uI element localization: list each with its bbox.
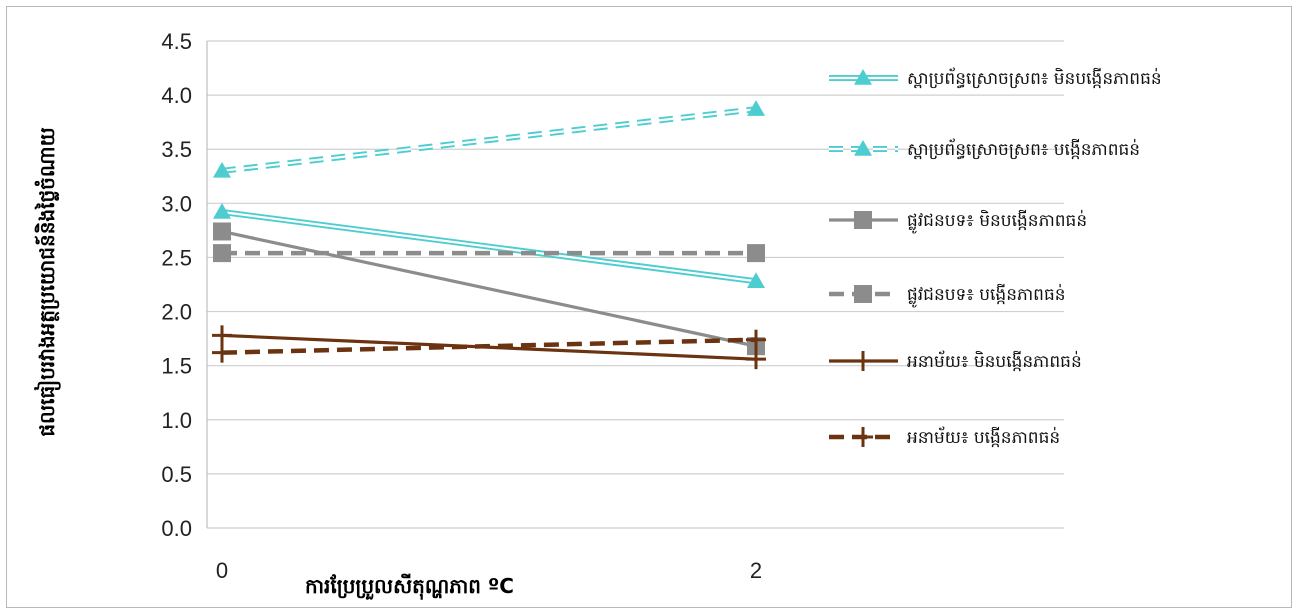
data-point — [746, 349, 766, 370]
y-tick-label: 1.5 — [161, 354, 192, 379]
series-line — [221, 229, 757, 348]
data-point — [213, 222, 231, 241]
data-point — [747, 244, 765, 263]
data-point — [746, 329, 766, 350]
series-line — [221, 337, 757, 355]
legend-item: ផ្លូវជនបទ៖ មិនបង្កើនភាពធន់ — [829, 209, 1087, 234]
legend-label: ស្ពាប្រព័ន្ធស្រោចស្រព៖ មិនបង្កើនភាពធន់ — [907, 67, 1162, 89]
x-tick-label: 2 — [750, 558, 762, 583]
legend-marker — [854, 69, 872, 85]
legend-marker — [853, 427, 873, 447]
gridlines — [206, 40, 1064, 529]
data-point — [212, 342, 232, 363]
x-axis-title: ការប្រែប្រួលសីតុណ្ហភាព ºC — [305, 573, 514, 600]
data-point — [213, 161, 231, 178]
y-tick-label: 4.5 — [161, 29, 192, 54]
legend-item: អនាម័យ៖ បង្កើនភាពធន់ — [829, 426, 1060, 448]
legend-marker — [853, 351, 873, 371]
series-lines — [212, 100, 766, 370]
y-tick-label: 0.5 — [161, 462, 192, 487]
y-tick-label: 3.5 — [161, 137, 192, 162]
y-tick-label: 4.0 — [161, 83, 192, 108]
legend-marker — [854, 285, 872, 303]
legend-item: ស្ពាប្រព័ន្ធស្រោចស្រព៖ មិនបង្កើនភាពធន់ — [829, 67, 1162, 89]
legend-label: អនាម័យ៖ មិនបង្កើនភាពធន់ — [907, 350, 1082, 372]
data-point — [747, 272, 765, 289]
legend-marker — [854, 140, 872, 156]
y-tick-labels: 0.0 0.5 1.0 1.5 2.0 2.5 3.0 3.5 4.0 4.5 — [161, 29, 192, 541]
legend-item: ផ្លូវជនបទ៖ បង្កើនភាពធន់ — [829, 283, 1066, 308]
chart-frame — [6, 6, 1292, 608]
data-point — [213, 202, 231, 219]
legend-label: ស្ពាប្រព័ន្ធស្រោចស្រព៖ បង្កើនភាពធន់ — [907, 138, 1140, 160]
y-tick-label: 3.0 — [161, 191, 192, 216]
y-tick-label: 1.0 — [161, 408, 192, 433]
series-line — [221, 209, 757, 285]
legend-item: ស្ពាប្រព័ន្ធស្រោចស្រព៖ បង្កើនភាពធន់ — [829, 138, 1140, 160]
y-tick-label: 2.0 — [161, 300, 192, 325]
y-tick-label: 0.0 — [161, 516, 192, 541]
legend-label: អនាម័យ៖ បង្កើនភាពធន់ — [907, 426, 1060, 448]
data-point — [747, 100, 765, 116]
x-tick-label: 0 — [216, 558, 228, 583]
y-axis-title: ផលធៀបរវាងអត្ថប្រយោជន៍និងថ្លៃចំណាយ — [34, 127, 61, 436]
legend-item: អនាម័យ៖ មិនបង្កើនភាពធន់ — [829, 350, 1082, 372]
legend-label: ផ្លូវជនបទ៖ មិនបង្កើនភាពធន់ — [907, 209, 1087, 234]
legend: ស្ពាប្រព័ន្ធស្រោចស្រព៖ មិនបង្កើនភាពធន់ស្… — [829, 67, 1162, 448]
data-point — [213, 244, 231, 263]
legend-label: ផ្លូវជនបទ៖ បង្កើនភាពធន់ — [907, 283, 1066, 308]
data-point — [212, 325, 232, 346]
series-line — [221, 106, 757, 174]
legend-marker — [854, 211, 872, 229]
y-tick-label: 2.5 — [161, 245, 192, 270]
